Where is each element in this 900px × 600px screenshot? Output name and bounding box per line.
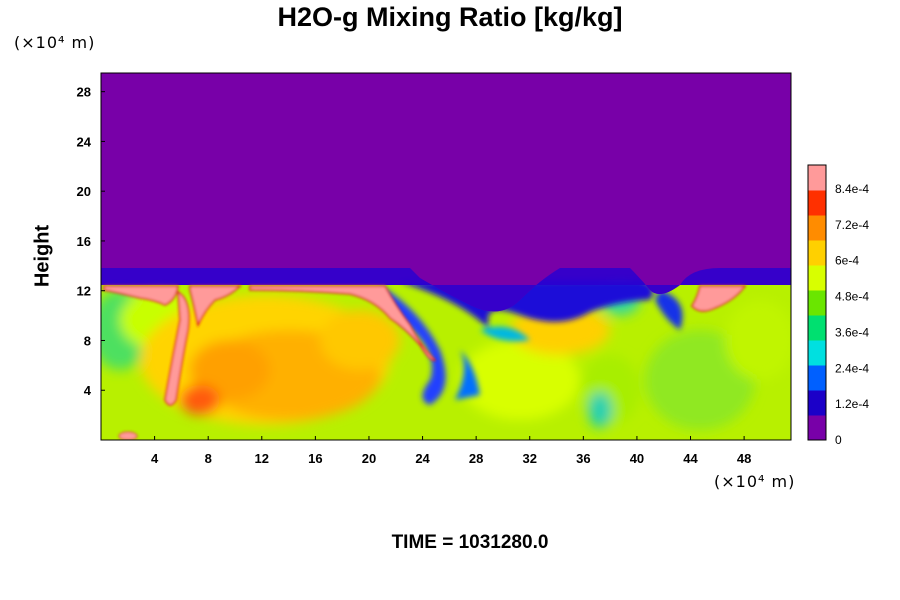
y-tick-label: 16: [77, 234, 91, 249]
colorbar-swatch: [808, 165, 826, 191]
y-tick-label: 20: [77, 184, 91, 199]
colorbar-swatch: [808, 240, 826, 266]
colorbar-swatch: [808, 290, 826, 316]
colorbar-swatch: [808, 415, 826, 441]
colorbar-swatch: [808, 315, 826, 341]
colorbar-swatch: [808, 365, 826, 391]
colorbar-tick-label: 1.2e-4: [835, 397, 869, 411]
y-axis: 4 8 12 16 20 24 28: [77, 85, 105, 398]
colorbar-swatch: [808, 340, 826, 366]
y-tick-label: 24: [77, 134, 92, 149]
colorbar-swatch: [808, 390, 826, 416]
x-tick-label: 8: [205, 451, 212, 466]
y-tick-label: 28: [77, 85, 91, 100]
colorbar-tick-label: 3.6e-4: [835, 325, 869, 339]
x-tick-label: 36: [576, 451, 590, 466]
y-tick-label: 12: [77, 284, 91, 299]
x-axis: 4 8 12 16 20 24 28 32 36 40 44 48: [151, 436, 751, 466]
x-tick-label: 48: [737, 451, 751, 466]
time-label: TIME = 1031280.0: [391, 532, 549, 553]
colorbar: 0 1.2e-4 2.4e-4 3.6e-4 4.8e-4 6e-4 7.2e-4 8.4e-…: [807, 164, 869, 447]
colorbar-tick-label: 7.2e-4: [835, 218, 869, 232]
x-tick-label: 4: [151, 451, 159, 466]
colorbar-tick-label: 0: [835, 433, 842, 447]
colorbar-tick-label: 2.4e-4: [835, 361, 869, 375]
colorbar-tick-label: 4.8e-4: [835, 290, 869, 304]
chart-title: H2O-g Mixing Ratio [kg/kg]: [277, 2, 623, 32]
x-tick-label: 12: [255, 451, 269, 466]
x-tick-label: 28: [469, 451, 483, 466]
colorbar-swatch: [808, 265, 826, 291]
x-tick-label: 40: [630, 451, 644, 466]
moisture-field: [101, 73, 791, 440]
x-axis-unit: (×10⁴ m): [714, 472, 796, 491]
x-tick-label: 24: [415, 451, 430, 466]
colorbar-swatch: [808, 190, 826, 216]
colorbar-swatch: [808, 215, 826, 241]
plot-frame: [100, 72, 792, 441]
colorbar-frame: [807, 164, 827, 441]
y-axis-unit: (×10⁴ m): [14, 33, 96, 52]
x-tick-label: 32: [523, 451, 537, 466]
x-tick-label: 16: [308, 451, 322, 466]
y-tick-label: 8: [84, 333, 91, 348]
y-tick-label: 4: [84, 383, 92, 398]
colorbar-tick-label: 6e-4: [835, 254, 859, 268]
x-tick-label: 44: [683, 451, 698, 466]
colorbar-tick-label: 8.4e-4: [835, 182, 869, 196]
x-tick-label: 20: [362, 451, 376, 466]
